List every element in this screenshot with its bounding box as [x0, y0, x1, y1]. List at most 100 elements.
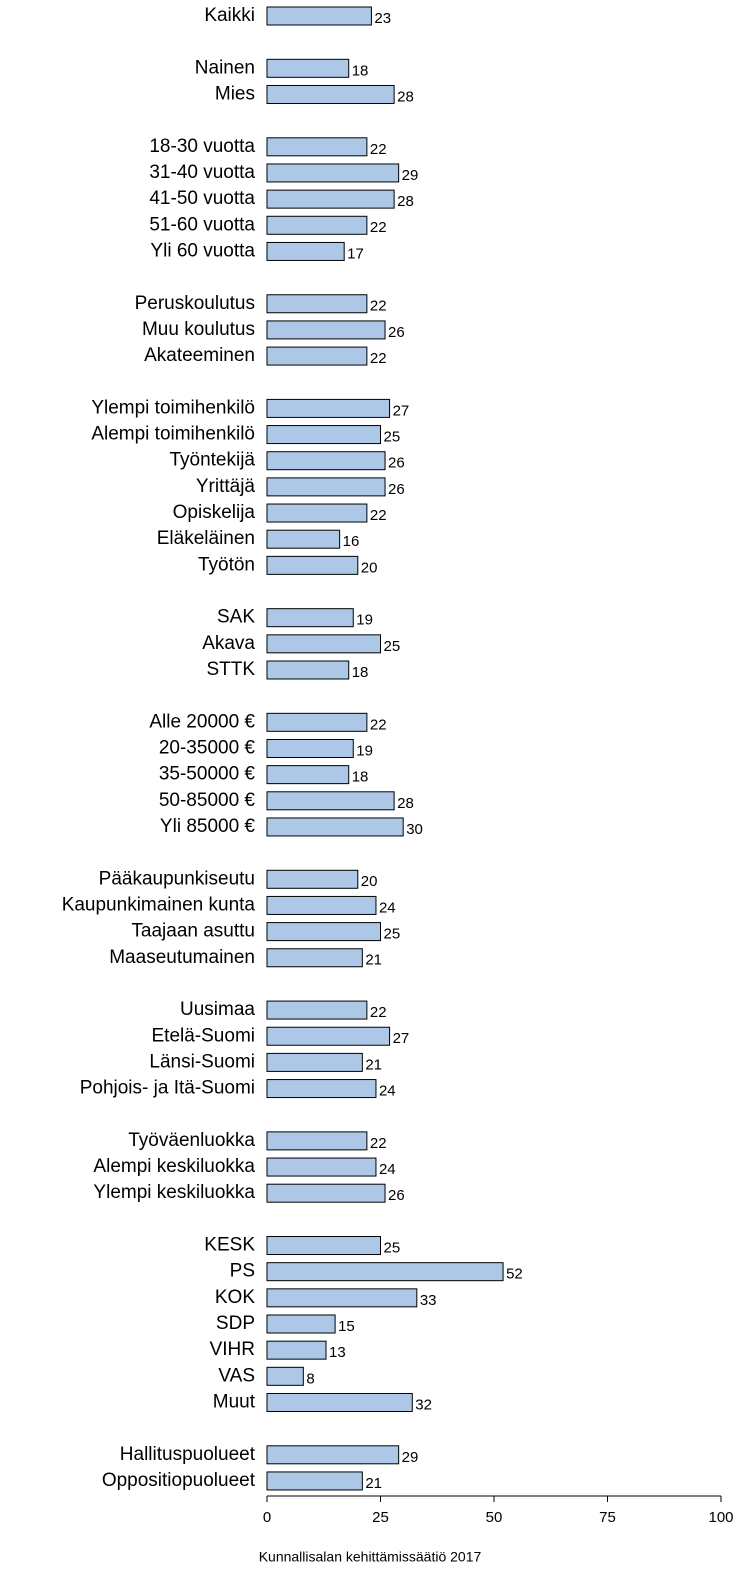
value-label: 25	[384, 638, 401, 655]
category-label: Yli 85000 €	[160, 816, 256, 837]
category-label: 51-60 vuotta	[149, 214, 255, 235]
value-label: 22	[370, 507, 387, 524]
value-label: 26	[388, 1187, 405, 1204]
bar	[266, 1236, 381, 1256]
value-label: 32	[415, 1396, 432, 1413]
value-label: 22	[370, 716, 387, 733]
bar	[266, 1183, 386, 1203]
value-label: 30	[406, 821, 423, 838]
category-label: Uusimaa	[180, 999, 255, 1020]
category-label: KESK	[204, 1235, 255, 1256]
value-label: 26	[388, 455, 405, 472]
value-label: 22	[370, 350, 387, 367]
category-label: Pohjois- ja Itä-Suomi	[80, 1078, 255, 1099]
bar	[266, 555, 359, 575]
bar	[266, 1392, 413, 1412]
value-label: 28	[397, 88, 414, 105]
value-label: 15	[338, 1318, 355, 1335]
category-label: SDP	[216, 1313, 255, 1334]
category-label: 31-40 vuotta	[149, 162, 255, 183]
value-label: 24	[379, 899, 396, 916]
category-label: Nainen	[195, 57, 255, 78]
bar	[266, 1314, 336, 1334]
bar	[266, 712, 368, 732]
bar	[266, 1288, 418, 1308]
category-label: 41-50 vuotta	[149, 188, 255, 209]
category-label: Mies	[215, 83, 255, 104]
x-tick-label: 0	[263, 1509, 271, 1526]
bar	[266, 1131, 368, 1151]
category-label: Alempi keskiluokka	[93, 1156, 255, 1177]
value-label: 29	[402, 167, 419, 184]
bar	[266, 1340, 327, 1360]
bar	[266, 294, 368, 314]
value-label: 21	[365, 952, 382, 969]
bar	[266, 1026, 391, 1046]
category-label: Työntekijä	[169, 450, 255, 471]
bar	[266, 634, 381, 654]
value-label: 23	[374, 10, 391, 27]
bar	[266, 241, 345, 261]
category-label: 18-30 vuotta	[149, 136, 255, 157]
value-label: 27	[393, 402, 410, 419]
bar	[266, 791, 395, 811]
category-label: 35-50000 €	[159, 764, 256, 785]
value-label: 8	[306, 1370, 314, 1387]
category-label: 50-85000 €	[159, 790, 256, 811]
x-tick-label: 75	[599, 1509, 616, 1526]
value-label: 27	[393, 1030, 410, 1047]
value-label: 13	[329, 1344, 346, 1361]
value-label: 24	[379, 1161, 396, 1178]
value-label: 20	[361, 559, 378, 576]
category-label: Peruskoulutus	[135, 293, 255, 314]
bar	[266, 1157, 377, 1177]
category-label: STTK	[206, 659, 255, 680]
bar	[266, 1262, 504, 1282]
category-label: Pääkaupunkiseutu	[99, 868, 255, 889]
bar	[266, 163, 400, 183]
value-label: 25	[384, 1239, 401, 1256]
category-label: Hallituspuolueet	[120, 1444, 256, 1465]
value-label: 28	[397, 795, 414, 812]
bar	[266, 58, 350, 78]
category-label: Ylempi toimihenkilö	[91, 397, 255, 418]
value-label: 25	[384, 926, 401, 943]
x-tick-label: 50	[486, 1509, 503, 1526]
bar	[266, 529, 341, 549]
source-note: Kunnallisalan kehittämissäätiö 2017	[259, 1549, 482, 1565]
bar	[266, 765, 350, 785]
value-label: 22	[370, 1135, 387, 1152]
category-label: Muu koulutus	[142, 319, 255, 340]
bar	[266, 817, 404, 837]
value-label: 19	[356, 742, 373, 759]
category-label: Kaikki	[204, 5, 255, 26]
bar	[266, 1445, 400, 1465]
bar	[266, 1366, 304, 1386]
category-label: Länsi-Suomi	[149, 1051, 255, 1072]
bar	[266, 451, 386, 471]
value-label: 18	[352, 62, 369, 79]
value-label: 29	[402, 1449, 419, 1466]
value-label: 16	[343, 533, 360, 550]
category-label: Akateeminen	[144, 345, 255, 366]
bar	[266, 1471, 363, 1491]
value-label: 17	[347, 245, 364, 262]
value-label: 26	[388, 324, 405, 341]
value-label: 52	[506, 1266, 523, 1283]
category-label: Ylempi keskiluokka	[93, 1182, 255, 1203]
category-label: Muut	[213, 1391, 256, 1412]
value-label: 26	[388, 481, 405, 498]
bar	[266, 215, 368, 235]
category-label: SAK	[217, 607, 255, 628]
category-label: Yli 60 vuotta	[150, 240, 255, 261]
bar	[266, 189, 395, 209]
x-tick-label: 25	[372, 1509, 389, 1526]
value-label: 22	[370, 141, 387, 158]
value-label: 25	[384, 429, 401, 446]
category-label: PS	[230, 1261, 255, 1282]
category-label: Työtön	[198, 554, 255, 575]
bar	[266, 320, 386, 340]
value-label: 18	[352, 769, 369, 786]
value-label: 22	[370, 1004, 387, 1021]
